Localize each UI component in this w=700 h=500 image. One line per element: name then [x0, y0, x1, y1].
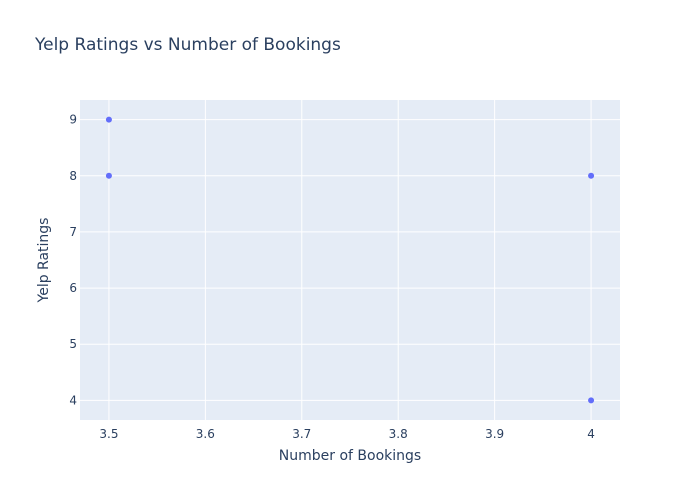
- x-tick-label: 3.5: [99, 427, 118, 441]
- x-tick-label: 3.8: [389, 427, 408, 441]
- x-tick-labels: 3.5 3.6 3.7 3.8 3.9 4: [99, 427, 595, 441]
- y-tick-label: 9: [69, 113, 77, 127]
- y-axis-title: Yelp Ratings: [36, 218, 52, 304]
- y-tick-labels: 4 5 6 7 8 9: [69, 113, 77, 408]
- x-tick-label: 3.6: [196, 427, 215, 441]
- data-point[interactable]: [588, 397, 595, 404]
- x-tick-label: 4: [587, 427, 595, 441]
- data-point[interactable]: [105, 116, 112, 123]
- data-points: [105, 116, 595, 404]
- y-tick-label: 7: [69, 225, 77, 239]
- data-point[interactable]: [588, 172, 595, 179]
- x-axis-title: Number of Bookings: [279, 448, 421, 464]
- y-tick-label: 6: [69, 281, 77, 295]
- y-tick-label: 8: [69, 169, 77, 183]
- y-tick-label: 4: [69, 393, 77, 407]
- plot-area: [80, 100, 620, 420]
- chart-title: Yelp Ratings vs Number of Bookings: [34, 35, 341, 55]
- x-tick-label: 3.7: [292, 427, 311, 441]
- y-gridlines: [80, 119, 620, 401]
- data-point[interactable]: [105, 172, 112, 179]
- x-tick-label: 3.9: [485, 427, 504, 441]
- x-gridlines: [108, 100, 592, 420]
- y-tick-label: 5: [69, 337, 77, 351]
